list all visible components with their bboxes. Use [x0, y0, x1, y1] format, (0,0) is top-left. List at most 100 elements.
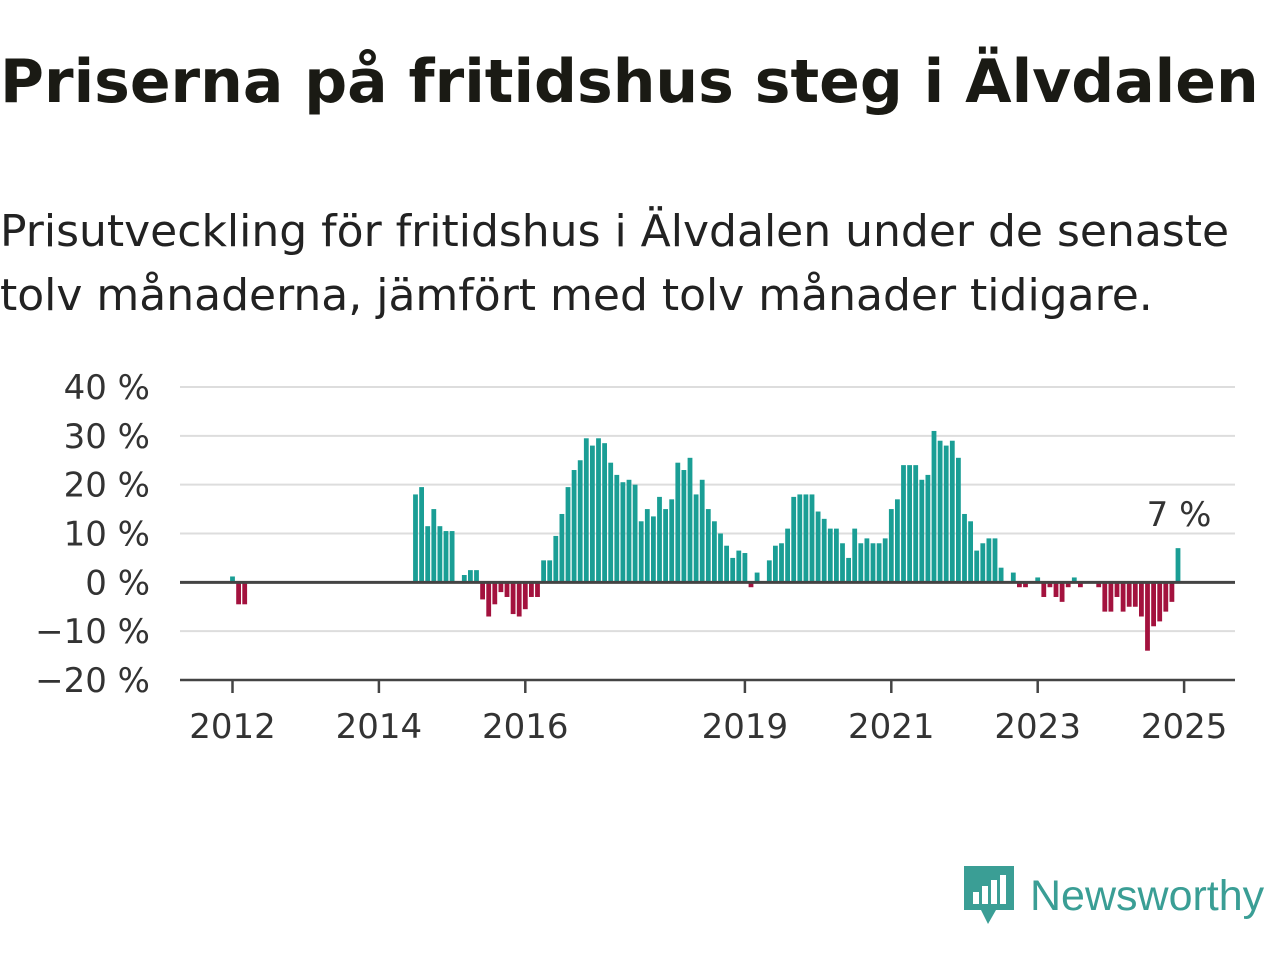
- bar: [1139, 582, 1144, 617]
- bar: [974, 550, 980, 583]
- bar: [638, 521, 644, 583]
- bar: [992, 538, 998, 583]
- bar: [712, 521, 717, 583]
- bar: [962, 513, 967, 583]
- bar: [626, 479, 632, 583]
- bar: [608, 462, 614, 583]
- bar: [413, 494, 418, 583]
- bar: [437, 526, 443, 583]
- bar: [864, 538, 870, 583]
- chart-title: Priserna på fritidshus steg i Älvdalen: [0, 47, 1259, 117]
- bar: [236, 582, 241, 605]
- y-tick-label: 40 %: [64, 368, 150, 408]
- bar: [834, 528, 839, 583]
- bar: [1010, 572, 1016, 583]
- bar: [821, 518, 827, 583]
- bar: [925, 474, 931, 583]
- bar: [809, 494, 815, 583]
- bar: [693, 494, 699, 583]
- gridlines: [180, 386, 1235, 633]
- x-axis-ticks: 2012 2014 2016 2019 2021 2023 2025: [189, 680, 1227, 747]
- bar: [1096, 582, 1102, 588]
- bar: [1114, 582, 1120, 597]
- bar: [498, 582, 504, 593]
- x-tick-label: 2012: [189, 707, 276, 747]
- bar: [956, 457, 961, 583]
- bar: [1157, 582, 1163, 622]
- bar: [449, 531, 455, 583]
- bar: [230, 576, 235, 583]
- bar: [986, 538, 992, 583]
- bar: [504, 582, 510, 597]
- y-tick-label: −10 %: [35, 612, 150, 652]
- bar-chart: 40 %30 %20 %10 %0 %−10 %−20 % 2012 2014 20…: [35, 368, 1235, 747]
- bar: [742, 553, 748, 583]
- chart-subtitle: Prisutveckling för fritidshus i Älvdalen…: [0, 206, 1230, 321]
- bar: [718, 533, 723, 583]
- bar: [1108, 582, 1114, 612]
- bar: [620, 482, 626, 583]
- brand-name: Newsworthy: [1030, 871, 1265, 920]
- bar: [1132, 582, 1138, 607]
- bar: [510, 582, 516, 615]
- bar: [571, 470, 577, 583]
- bar: [419, 487, 424, 583]
- bar: [1023, 582, 1028, 588]
- bar: [980, 543, 986, 583]
- bar: [895, 499, 900, 583]
- bar: [791, 496, 797, 583]
- newsworthy-brand: Newsworthy: [964, 866, 1276, 926]
- bar: [852, 528, 858, 583]
- bar: [779, 543, 784, 583]
- bar: [913, 465, 919, 583]
- bar: [675, 462, 681, 583]
- bar: [431, 509, 437, 583]
- bar: [632, 484, 638, 583]
- bar: [858, 543, 864, 583]
- bar: [1053, 582, 1059, 597]
- bar: [663, 509, 668, 583]
- bar: [468, 570, 473, 583]
- bar: [242, 582, 248, 605]
- bar: [937, 440, 943, 583]
- y-tick-label: 30 %: [64, 417, 150, 457]
- bar: [827, 528, 833, 583]
- bar: [949, 440, 955, 583]
- x-tick-label: 2025: [1141, 707, 1228, 747]
- bar: [590, 445, 595, 583]
- bar: [1120, 582, 1126, 612]
- bar: [583, 438, 589, 583]
- bar: [736, 550, 742, 583]
- y-tick-label: −20 %: [35, 661, 150, 701]
- bar: [596, 438, 601, 583]
- bar: [901, 465, 906, 583]
- bar: [1126, 582, 1132, 607]
- x-tick-label: 2021: [848, 707, 935, 747]
- bar: [797, 494, 803, 583]
- bar: [1151, 582, 1156, 627]
- bar: [1169, 582, 1175, 602]
- bar: [705, 509, 711, 583]
- bar: [882, 538, 888, 583]
- bar: [522, 582, 528, 610]
- bar: [1041, 582, 1047, 597]
- bar: [840, 543, 845, 583]
- bar: [1071, 577, 1077, 583]
- bars: [230, 430, 1181, 651]
- bar: [492, 582, 498, 605]
- y-tick-label: 10 %: [64, 515, 150, 555]
- bar: [919, 479, 925, 583]
- bar: [651, 516, 656, 583]
- bar: [474, 570, 479, 583]
- bar: [803, 494, 809, 583]
- bar: [687, 457, 693, 583]
- bar: [565, 487, 571, 583]
- bar: [1078, 582, 1083, 588]
- bar: [1163, 582, 1169, 612]
- bar: [754, 572, 760, 583]
- y-axis-labels: 40 % 30 % 20 % 10 % 0 % −10 % −20 %: [35, 368, 150, 701]
- bar: [773, 545, 778, 583]
- bar: [1047, 582, 1053, 588]
- bar: [547, 560, 553, 583]
- bar: [876, 543, 882, 583]
